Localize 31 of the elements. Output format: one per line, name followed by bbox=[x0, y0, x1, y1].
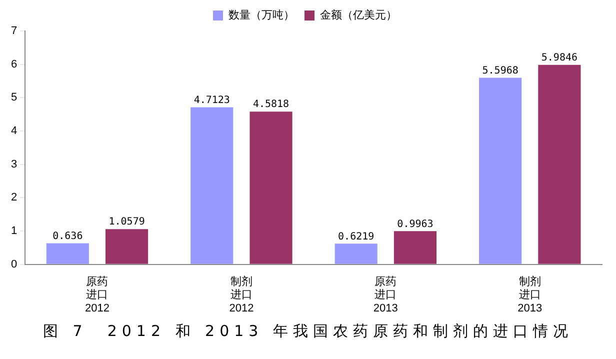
data-label: 0.636 bbox=[52, 230, 83, 242]
y-tick-label: 1 bbox=[10, 225, 18, 238]
bar bbox=[479, 78, 522, 264]
x-tick-label: 原药进口2012 bbox=[84, 275, 110, 314]
y-tick-label: 7 bbox=[10, 25, 18, 38]
bar bbox=[46, 243, 89, 264]
bar bbox=[334, 244, 378, 264]
data-label: 5.5968 bbox=[482, 65, 518, 76]
bar bbox=[106, 229, 148, 264]
legend-label: 数量（万吨） bbox=[228, 8, 294, 22]
data-label: 4.7123 bbox=[194, 94, 230, 106]
data-label: 1.0579 bbox=[108, 216, 145, 228]
x-tick-label: 制剂进口2013 bbox=[518, 275, 542, 314]
y-tick-label: 5 bbox=[10, 92, 18, 104]
text: 图 7 2012 和 2013 年我国农药原药和制剂的进口情况 bbox=[42, 322, 574, 341]
x-tick-label: 原药进口2013 bbox=[373, 275, 398, 314]
x-tick-label: 制剂进口2012 bbox=[229, 275, 254, 314]
data-label: 5.9846 bbox=[541, 52, 578, 64]
data-label: 4.5818 bbox=[252, 99, 290, 110]
bar bbox=[394, 231, 437, 264]
data-label: 0.9963 bbox=[397, 218, 434, 230]
y-tick-label: 0 bbox=[10, 258, 18, 270]
bar bbox=[190, 107, 234, 264]
data-label: 0.6219 bbox=[338, 231, 374, 242]
legend-label: 金额（亿美元） bbox=[320, 8, 397, 22]
y-tick-label: 4 bbox=[10, 125, 18, 138]
bar bbox=[250, 112, 292, 264]
y-tick-label: 3 bbox=[10, 158, 18, 170]
y-tick-label: 2 bbox=[10, 192, 18, 204]
bar bbox=[538, 64, 581, 264]
y-tick-label: 6 bbox=[10, 58, 18, 70]
